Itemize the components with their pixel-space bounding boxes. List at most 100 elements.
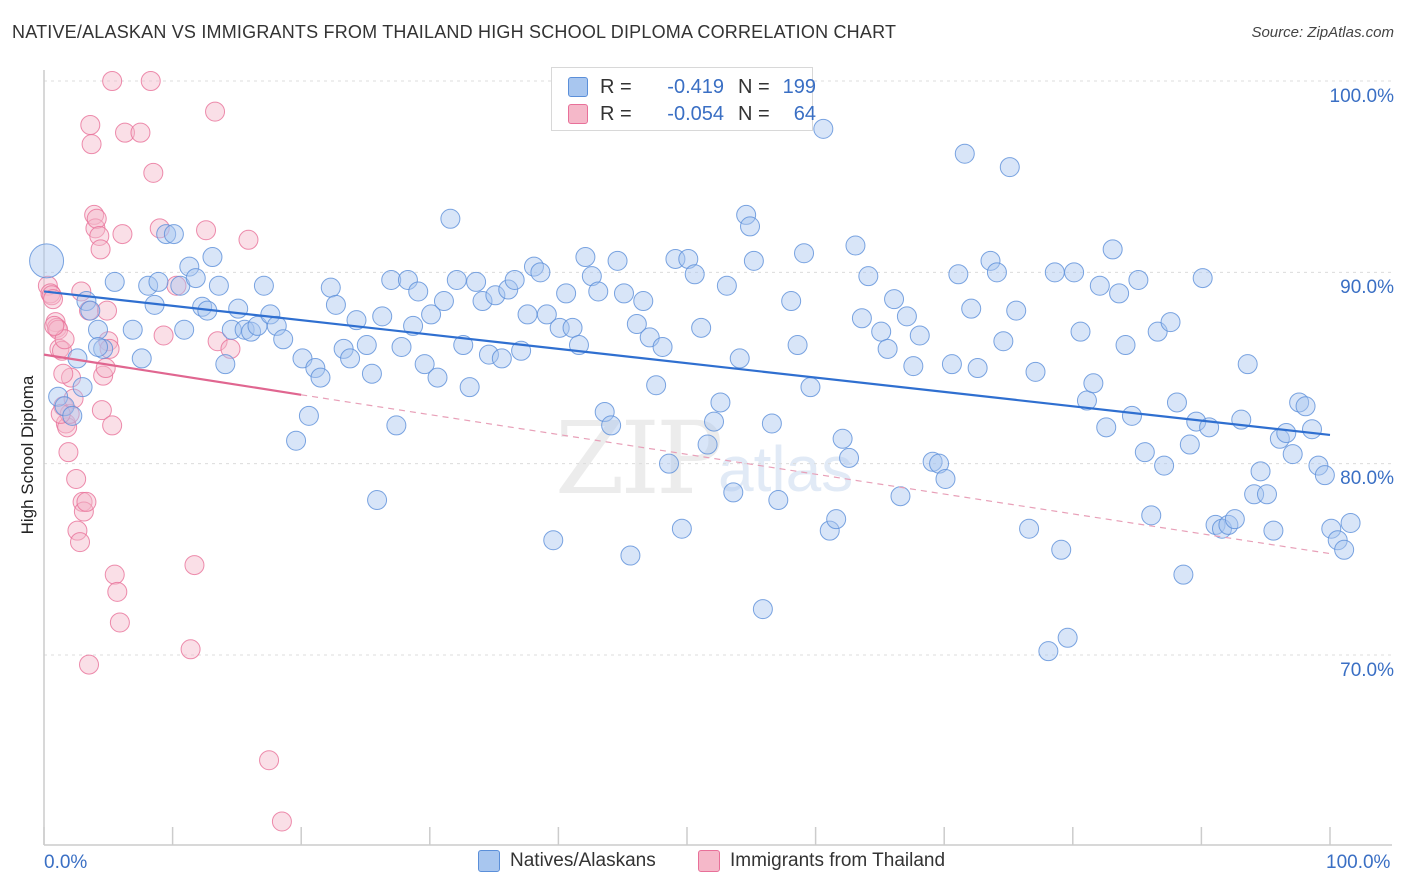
natives-point <box>839 447 860 468</box>
stats-row-thailand: R = -0.054 N = 64 <box>568 102 816 126</box>
natives-point <box>1083 373 1104 394</box>
natives-point <box>1237 354 1258 375</box>
natives-point <box>1308 455 1329 476</box>
natives-point <box>491 348 512 369</box>
natives-point <box>485 285 506 306</box>
natives-point <box>397 269 418 290</box>
natives-point <box>403 315 424 336</box>
stats-row-natives: R = -0.419 N = 199 <box>568 75 816 99</box>
natives-point <box>1006 300 1027 321</box>
natives-point <box>1057 627 1078 648</box>
natives-point <box>871 321 892 342</box>
natives-point <box>333 338 354 359</box>
natives-point <box>1250 461 1271 482</box>
natives-point <box>1115 335 1136 356</box>
natives-point <box>1334 539 1355 560</box>
series-legend: Natives/Alaskans Immigrants from Thailan… <box>0 850 1406 878</box>
natives-point <box>498 279 519 300</box>
natives-point <box>594 402 615 423</box>
natives-point <box>446 269 467 290</box>
natives-point <box>386 415 407 436</box>
natives-point <box>716 275 737 296</box>
natives-point <box>1160 312 1181 333</box>
natives-point <box>62 405 83 426</box>
thailand-point <box>86 208 107 229</box>
natives-point <box>633 291 654 312</box>
natives-point <box>896 306 917 327</box>
natives-point <box>440 208 461 229</box>
natives-point <box>504 269 525 290</box>
natives-point <box>890 486 911 507</box>
thailand-point <box>66 468 87 489</box>
natives-point <box>884 289 905 310</box>
natives-point <box>581 266 602 287</box>
thailand-point <box>112 224 133 245</box>
thailand-legend-swatch <box>698 850 720 872</box>
natives-point <box>208 275 229 296</box>
r-value: -0.419 <box>667 75 724 98</box>
legend-item-thailand[interactable]: Immigrants from Thailand <box>698 850 945 872</box>
y-tick-label-90: 90.0% <box>1340 277 1394 298</box>
natives-point <box>478 344 499 365</box>
n-label: N = <box>738 75 770 98</box>
thailand-point <box>97 300 118 321</box>
natives-point <box>743 250 764 271</box>
natives-point <box>325 294 346 315</box>
natives-point <box>466 271 487 292</box>
thailand-point <box>70 532 91 553</box>
thailand-point <box>205 101 226 122</box>
natives-point <box>819 520 840 541</box>
n-value: 64 <box>793 102 816 125</box>
natives-point <box>601 415 622 436</box>
natives-point <box>1141 505 1162 526</box>
natives-point <box>414 354 435 375</box>
natives-point <box>536 304 557 325</box>
natives-point <box>813 118 834 139</box>
natives-point <box>723 482 744 503</box>
natives-trend-line <box>43 290 1331 437</box>
thailand-point <box>53 363 74 384</box>
natives-point <box>562 317 583 338</box>
natives-point <box>122 319 143 340</box>
natives-point <box>459 377 480 398</box>
natives-point <box>1128 269 1149 290</box>
natives-point <box>202 247 223 268</box>
thailand-point <box>102 71 123 91</box>
chart-title: NATIVE/ALASKAN VS IMMIGRANTS FROM THAILA… <box>12 22 897 42</box>
natives-point <box>215 354 236 375</box>
natives-point <box>1121 405 1142 426</box>
natives-point <box>543 530 564 551</box>
natives-point <box>29 243 65 279</box>
natives-point <box>1179 434 1200 455</box>
natives-point <box>1321 518 1342 539</box>
natives-point <box>877 338 898 359</box>
natives-point <box>530 262 551 283</box>
natives-point <box>273 329 294 350</box>
natives-point <box>1076 390 1097 411</box>
natives-point <box>88 319 109 340</box>
legend-label-natives: Natives/Alaskans <box>510 850 656 871</box>
thailand-point <box>80 115 101 136</box>
natives-point <box>421 304 442 325</box>
natives-point <box>88 336 109 357</box>
natives-point <box>408 281 429 302</box>
thailand-point <box>54 329 75 350</box>
natives-point <box>1102 239 1123 260</box>
thailand-point <box>79 654 100 675</box>
watermark-zip: ZIP <box>555 400 723 517</box>
natives-point <box>1044 262 1065 283</box>
natives-point <box>684 264 705 285</box>
thailand-point <box>81 134 102 155</box>
natives-point <box>156 224 177 245</box>
natives-point <box>1276 423 1297 444</box>
n-value: 199 <box>782 75 816 98</box>
y-tick-label-100: 100.0% <box>1329 86 1394 107</box>
legend-label-thailand: Immigrants from Thailand <box>730 850 946 871</box>
natives-point <box>253 275 274 296</box>
legend-item-natives[interactable]: Natives/Alaskans <box>478 850 656 872</box>
thailand-swatch <box>568 104 588 124</box>
natives-point <box>1109 283 1130 304</box>
natives-point <box>361 363 382 384</box>
natives-point <box>961 298 982 319</box>
natives-point <box>185 268 206 289</box>
